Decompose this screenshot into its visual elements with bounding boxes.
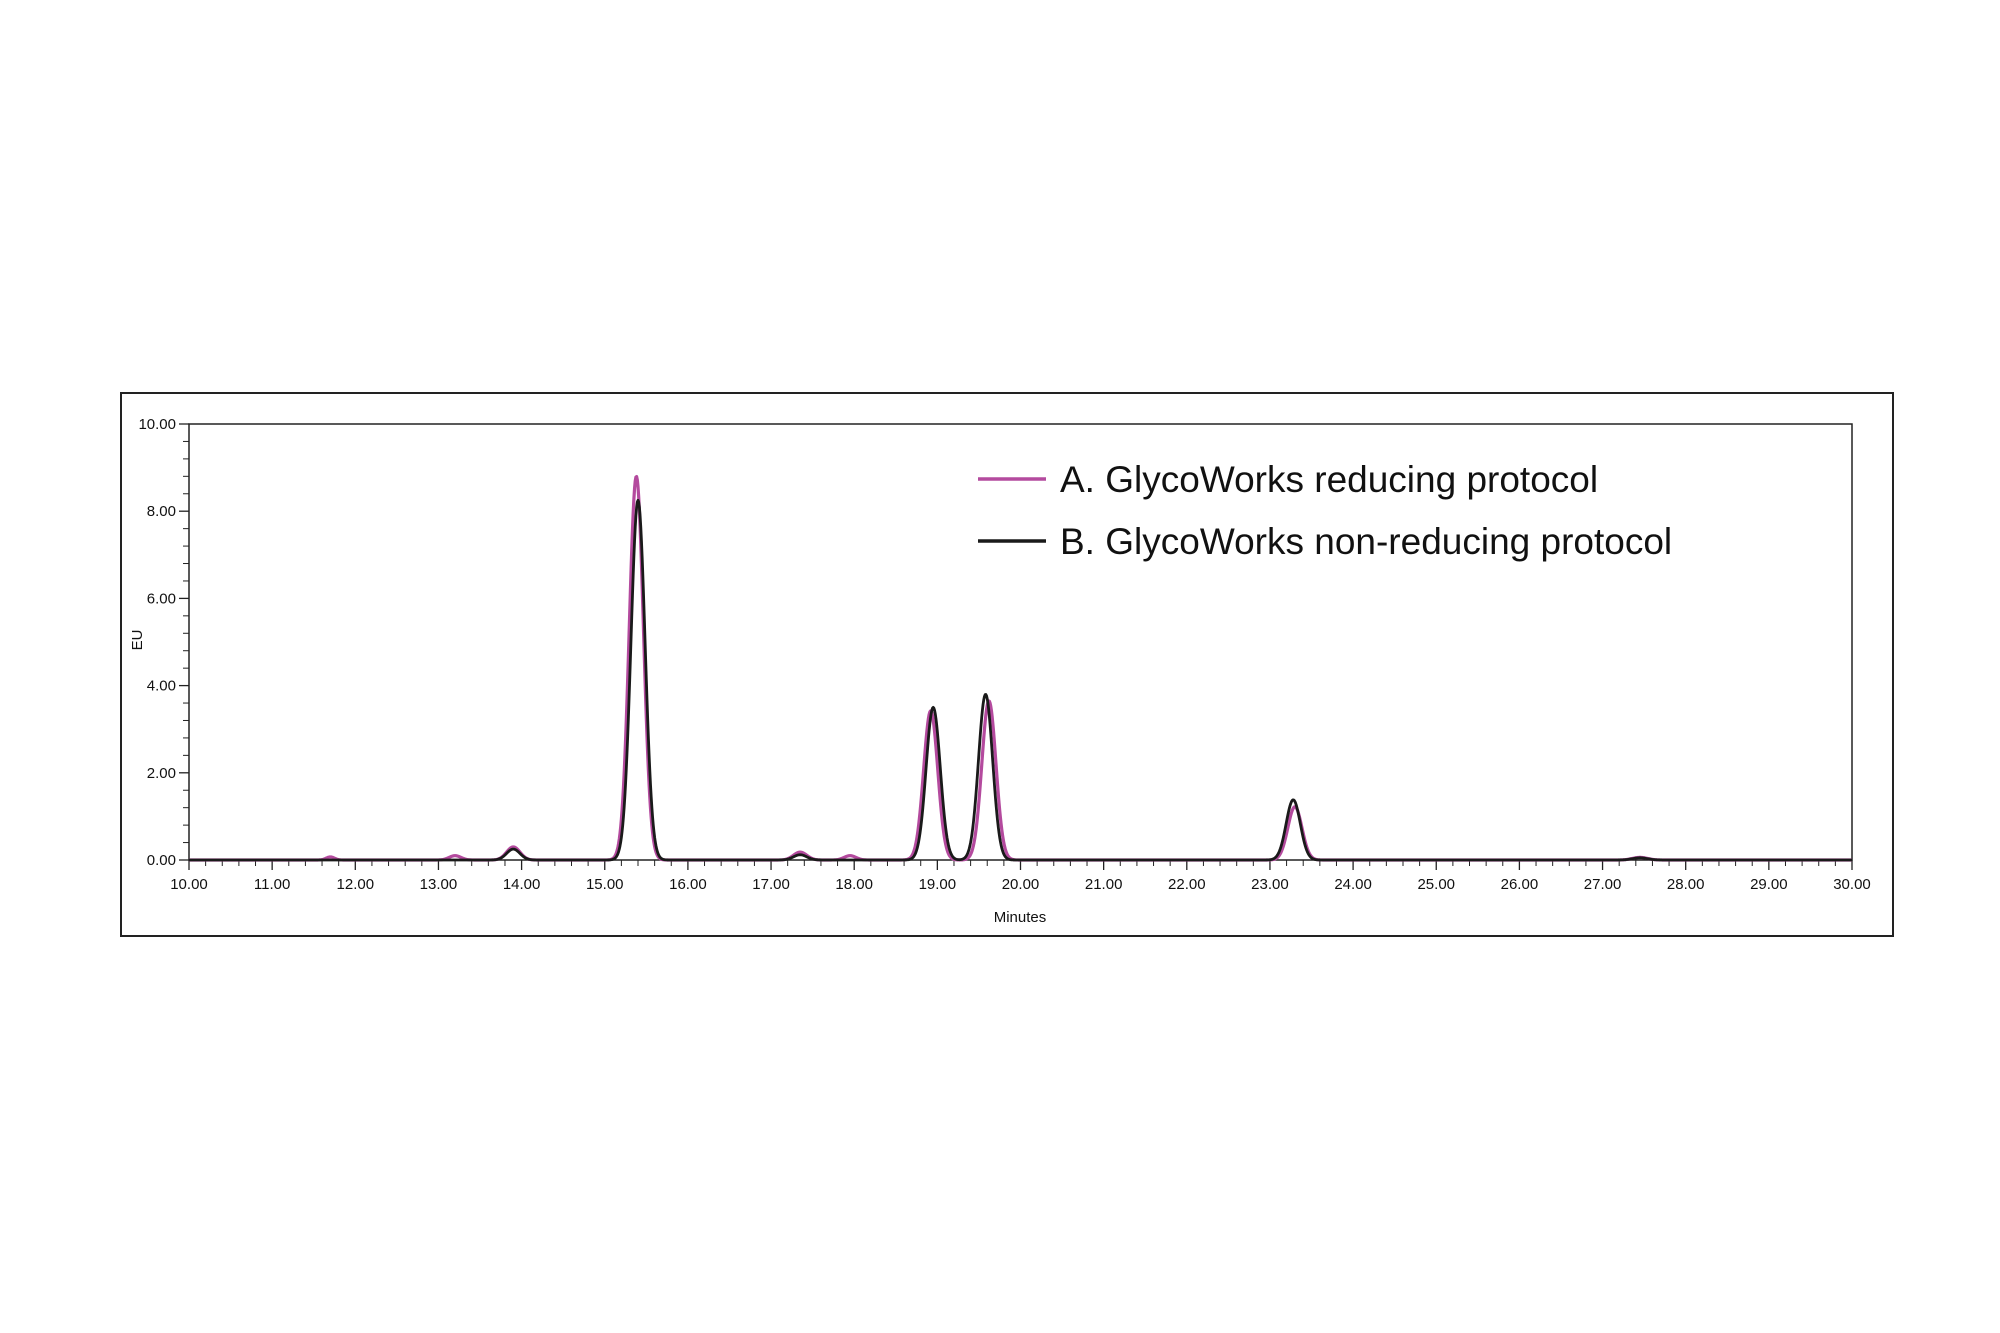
x-tick-label: 20.00 [1002, 876, 1040, 893]
y-tick-label: 6.00 [147, 590, 176, 607]
x-tick-label: 12.00 [337, 876, 375, 893]
y-axis-title: EU [129, 630, 146, 651]
x-tick-label: 22.00 [1168, 876, 1206, 893]
x-tick-label: 23.00 [1251, 876, 1289, 893]
y-axis: 0.00 2.00 4.00 6.00 8.00 10.00 [138, 416, 189, 869]
x-tick-label: 17.00 [752, 876, 790, 893]
x-tick-label: 18.00 [835, 876, 873, 893]
x-tick-label: 21.00 [1085, 876, 1123, 893]
x-tick-label: 10.00 [170, 876, 208, 893]
y-tick-label: 0.00 [147, 852, 176, 869]
x-tick-label: 19.00 [919, 876, 957, 893]
y-tick-label: 4.00 [147, 678, 176, 695]
x-axis: 10.00 11.00 12.00 13.00 14.00 15.00 16.00 17.00… [170, 860, 1871, 893]
x-tick-label: 11.00 [254, 876, 290, 893]
legend-label-b: B. GlycoWorks non-reducing protocol [1060, 521, 1672, 562]
x-tick-label: 25.00 [1417, 876, 1455, 893]
x-tick-label: 14.00 [503, 876, 541, 893]
y-tick-label: 10.00 [138, 416, 176, 433]
x-tick-label: 30.00 [1833, 876, 1871, 893]
x-tick-label: 28.00 [1667, 876, 1705, 893]
x-tick-label: 26.00 [1501, 876, 1539, 893]
x-tick-label: 27.00 [1584, 876, 1622, 893]
legend: A. GlycoWorks reducing protocol B. Glyco… [978, 459, 1672, 562]
chart-frame [120, 392, 1894, 937]
x-tick-label: 29.00 [1750, 876, 1788, 893]
series-line-b [188, 498, 1853, 862]
y-tick-label: 8.00 [147, 503, 176, 520]
x-axis-title: Minutes [994, 909, 1047, 926]
plot-area [188, 423, 1853, 861]
x-tick-label: 13.00 [420, 876, 458, 893]
x-tick-label: 24.00 [1334, 876, 1372, 893]
y-tick-label: 2.00 [147, 765, 176, 782]
legend-label-a: A. GlycoWorks reducing protocol [1060, 459, 1598, 500]
x-tick-label: 15.00 [586, 876, 624, 893]
x-tick-label: 16.00 [669, 876, 707, 893]
series-layer [188, 475, 1853, 862]
